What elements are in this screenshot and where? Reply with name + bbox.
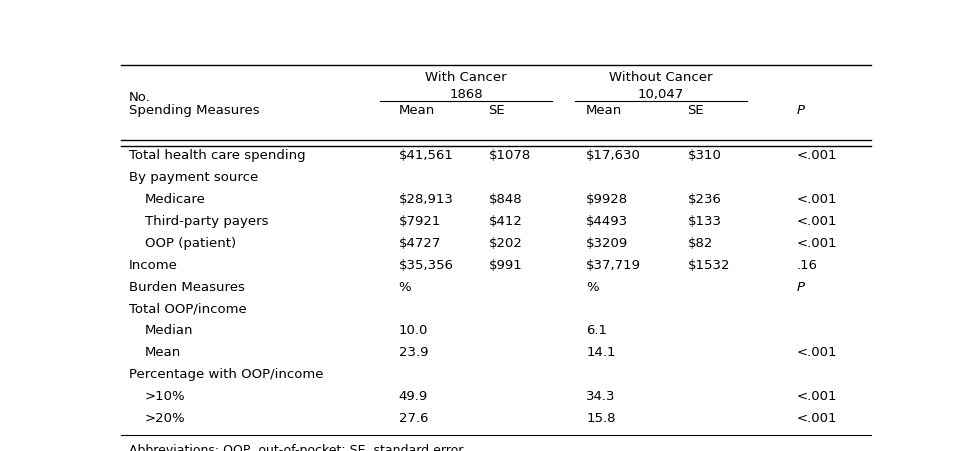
Text: Percentage with OOP/income: Percentage with OOP/income xyxy=(129,368,323,381)
Text: $133: $133 xyxy=(687,215,721,228)
Text: 23.9: 23.9 xyxy=(399,346,428,359)
Text: $3209: $3209 xyxy=(587,237,628,250)
Text: $17,630: $17,630 xyxy=(587,149,641,162)
Text: Income: Income xyxy=(129,259,177,272)
Text: Mean: Mean xyxy=(399,104,435,117)
Text: 27.6: 27.6 xyxy=(399,412,428,425)
Text: >20%: >20% xyxy=(145,412,186,425)
Text: 1868: 1868 xyxy=(449,88,483,101)
Text: <.001: <.001 xyxy=(797,149,836,162)
Text: $848: $848 xyxy=(489,193,522,206)
Text: $310: $310 xyxy=(687,149,721,162)
Text: $35,356: $35,356 xyxy=(399,259,454,272)
Text: 10.0: 10.0 xyxy=(399,324,428,337)
Text: $41,561: $41,561 xyxy=(399,149,453,162)
Text: $991: $991 xyxy=(489,259,523,272)
Text: Without Cancer: Without Cancer xyxy=(610,71,712,84)
Text: $4727: $4727 xyxy=(399,237,441,250)
Text: Third-party payers: Third-party payers xyxy=(145,215,268,228)
Text: Total OOP/income: Total OOP/income xyxy=(129,303,246,315)
Text: 49.9: 49.9 xyxy=(399,390,428,403)
Text: By payment source: By payment source xyxy=(129,171,257,184)
Text: Burden Measures: Burden Measures xyxy=(129,281,244,294)
Text: SE: SE xyxy=(687,104,704,117)
Text: $28,913: $28,913 xyxy=(399,193,453,206)
Text: <.001: <.001 xyxy=(797,412,836,425)
Text: $9928: $9928 xyxy=(587,193,628,206)
Text: Mean: Mean xyxy=(587,104,622,117)
Text: OOP (patient): OOP (patient) xyxy=(145,237,236,250)
Text: Abbreviations: OOP, out-of-pocket; SE, standard error.: Abbreviations: OOP, out-of-pocket; SE, s… xyxy=(129,444,466,451)
Text: %: % xyxy=(399,281,411,294)
Text: <.001: <.001 xyxy=(797,237,836,250)
Text: Total health care spending: Total health care spending xyxy=(129,149,305,162)
Text: $7921: $7921 xyxy=(399,215,441,228)
Text: <.001: <.001 xyxy=(797,215,836,228)
Text: SE: SE xyxy=(489,104,505,117)
Text: Medicare: Medicare xyxy=(145,193,206,206)
Text: $412: $412 xyxy=(489,215,523,228)
Text: Mean: Mean xyxy=(145,346,181,359)
Text: >10%: >10% xyxy=(145,390,186,403)
Text: 15.8: 15.8 xyxy=(587,412,616,425)
Text: $202: $202 xyxy=(489,237,523,250)
Text: P: P xyxy=(797,104,804,117)
Text: %: % xyxy=(587,281,599,294)
Text: P: P xyxy=(797,281,804,294)
Text: With Cancer: With Cancer xyxy=(425,71,507,84)
Text: Spending Measures: Spending Measures xyxy=(129,104,259,117)
Text: $1532: $1532 xyxy=(687,259,730,272)
Text: 34.3: 34.3 xyxy=(587,390,616,403)
Text: No.: No. xyxy=(129,91,150,104)
Text: $236: $236 xyxy=(687,193,721,206)
Text: <.001: <.001 xyxy=(797,346,836,359)
Text: .16: .16 xyxy=(797,259,817,272)
Text: 14.1: 14.1 xyxy=(587,346,616,359)
Text: <.001: <.001 xyxy=(797,193,836,206)
Text: 10,047: 10,047 xyxy=(638,88,684,101)
Text: $4493: $4493 xyxy=(587,215,628,228)
Text: $1078: $1078 xyxy=(489,149,530,162)
Text: Median: Median xyxy=(145,324,194,337)
Text: <.001: <.001 xyxy=(797,390,836,403)
Text: 6.1: 6.1 xyxy=(587,324,607,337)
Text: $37,719: $37,719 xyxy=(587,259,641,272)
Text: $82: $82 xyxy=(687,237,712,250)
